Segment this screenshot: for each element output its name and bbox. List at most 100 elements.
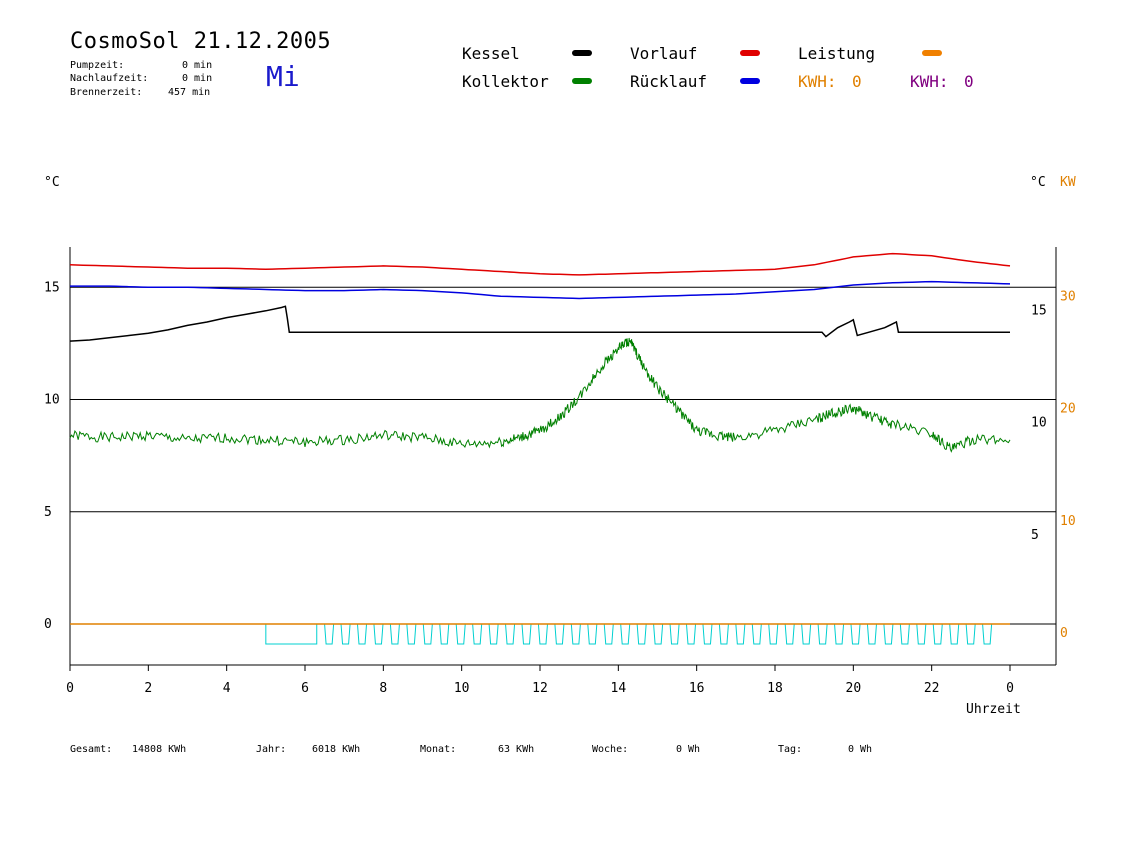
legend-leistung-label: Leistung xyxy=(798,44,876,63)
energy-summary: Gesamt: 14808 KWh Jahr: 6018 KWh Monat: … xyxy=(70,744,872,865)
kwh-label-orange: KWH: xyxy=(798,72,837,91)
pump-signal-pulse-32 xyxy=(850,623,861,645)
y-tick-right-c-0: 5 xyxy=(1031,528,1039,543)
summary-jahr-value: 6018 KWh xyxy=(312,744,361,755)
summary-jahr-label: Jahr: xyxy=(256,744,287,755)
legend-vorlauf-swatch xyxy=(740,50,760,56)
kwh-label-purple: KWH: xyxy=(910,72,949,91)
pump-signal-pulse-27 xyxy=(768,623,779,645)
pump-signal-pulse-21 xyxy=(669,623,680,645)
pump-signal-pulse-40 xyxy=(982,623,993,645)
pump-signal-pulse-31 xyxy=(834,623,845,645)
y-tick-left-2: 10 xyxy=(44,393,60,408)
pump-signal-pulse-30 xyxy=(817,623,828,645)
pump-signal-pulse-28 xyxy=(784,623,795,645)
x-tick-label-8: 16 xyxy=(689,681,705,696)
pump-signal-pulse-38 xyxy=(949,623,960,645)
legend-leistung-swatch xyxy=(922,50,942,56)
kwh-value-orange: 0 xyxy=(852,72,862,91)
legend-ruecklauf-label: Rücklauf xyxy=(630,72,708,91)
y-tick-left-1: 5 xyxy=(44,505,52,520)
pump-signal-pulse-2 xyxy=(356,623,368,645)
summary-woche-label: Woche: xyxy=(592,744,629,755)
summary-monat-label: Monat: xyxy=(420,744,457,755)
legend-kollektor-label: Kollektor xyxy=(462,72,549,91)
pump-signal-pulse-20 xyxy=(653,623,664,645)
pump-signal-pulse-34 xyxy=(883,623,894,645)
summary-tag-value: 0 Wh xyxy=(848,744,873,755)
x-axis-label: Uhrzeit xyxy=(966,702,1021,717)
pump-signal-pulse-18 xyxy=(620,623,631,645)
x-tick-label-7: 14 xyxy=(611,681,627,696)
pump-signal-pulse-10 xyxy=(488,623,499,645)
pumpzeit-label: Pumpzeit: xyxy=(70,60,125,71)
kwh-value-purple: 0 xyxy=(964,72,974,91)
y-tick-right-kw-2: 20 xyxy=(1060,402,1076,417)
summary-tag-label: Tag: xyxy=(778,744,803,755)
x-tick-label-3: 6 xyxy=(301,681,309,696)
x-tick-label-11: 22 xyxy=(924,681,940,696)
x-tick-label-0: 0 xyxy=(66,681,74,696)
pump-signal-pulse-19 xyxy=(636,623,647,645)
pump-signal-block-0 xyxy=(265,623,318,645)
y-tick-right-c-1: 10 xyxy=(1031,416,1047,431)
pump-signal-pulse-37 xyxy=(932,623,943,645)
x-tick-label-5: 10 xyxy=(454,681,470,696)
x-tick-label-1: 2 xyxy=(144,681,152,696)
x-tick-label-4: 8 xyxy=(379,681,387,696)
y-tick-right-kw-0: 0 xyxy=(1060,626,1068,641)
y-tick-left-3: 15 xyxy=(44,280,60,295)
summary-gesamt-value: 14808 KWh xyxy=(132,744,187,755)
pump-signal-pulse-25 xyxy=(735,623,746,645)
legend-vorlauf-label: Vorlauf xyxy=(630,44,698,63)
pump-signal-pulse-13 xyxy=(537,623,548,645)
pump-signal-pulse-4 xyxy=(389,623,400,645)
weekday-label: Mi xyxy=(266,60,300,93)
x-tick-label-2: 4 xyxy=(223,681,231,696)
y-tick-right-kw-3: 30 xyxy=(1060,289,1076,304)
left-unit-label: °C xyxy=(44,175,60,190)
y-tick-left-0: 0 xyxy=(44,617,52,632)
pump-signal-pulse-35 xyxy=(899,623,910,645)
x-tick-label-12: 0 xyxy=(1006,681,1014,696)
temperature-chart: 0 5 10 15 5 10 15 0 10 20 30 0 2 4 6 8 10 12 14 16 18 20 22 0 xyxy=(44,247,1076,696)
brennerzeit-value: 457 min xyxy=(168,87,211,98)
summary-gesamt-label: Gesamt: xyxy=(70,744,113,755)
pumpzeit-value: 0 min xyxy=(182,60,213,71)
series-line-ruecklauf xyxy=(70,280,1011,300)
pump-signal-pulse-22 xyxy=(685,623,697,645)
legend-ruecklauf-swatch xyxy=(740,78,760,84)
pump-signal-pulse-23 xyxy=(702,623,713,645)
pump-signal-pulse-9 xyxy=(472,623,483,645)
pump-signal-pulse-5 xyxy=(406,623,417,645)
pump-signal-pulse-0 xyxy=(324,623,335,645)
pump-signal-pulse-11 xyxy=(505,623,516,645)
series-line-vorlauf xyxy=(69,252,1011,276)
nachlaufzeit-value: 0 min xyxy=(182,73,213,84)
series-line-kessel xyxy=(69,305,1010,342)
legend-kessel-label: Kessel xyxy=(462,44,520,63)
pump-signal-pulse-3 xyxy=(373,623,384,645)
pump-signal-pulse-14 xyxy=(554,623,565,645)
x-tick-label-9: 18 xyxy=(767,681,783,696)
y-tick-right-kw-1: 10 xyxy=(1060,514,1076,529)
series-line-kollektor xyxy=(69,337,1011,453)
pump-signal-pulse-26 xyxy=(751,623,762,645)
pump-signal-pulse-16 xyxy=(587,623,598,645)
brennerzeit-label: Brennerzeit: xyxy=(70,87,143,98)
pump-signal-pulse-12 xyxy=(521,623,532,645)
pump-signal-pulse-29 xyxy=(801,623,812,645)
page-title: CosmoSol 21.12.2005 xyxy=(70,29,332,54)
legend-kollektor-swatch xyxy=(572,78,592,84)
pump-signal-pulse-15 xyxy=(570,623,581,645)
pump-signal-pulse-8 xyxy=(455,623,466,645)
y-tick-right-c-2: 15 xyxy=(1031,303,1047,318)
pump-signal-pulse-6 xyxy=(422,623,433,645)
pump-signal-pulse-33 xyxy=(866,623,877,645)
pump-signal-pulse-17 xyxy=(603,623,614,645)
pump-signal-pulse-1 xyxy=(340,623,351,645)
summary-woche-value: 0 Wh xyxy=(676,744,701,755)
x-tick-label-10: 20 xyxy=(846,681,862,696)
x-tick-label-6: 12 xyxy=(532,681,548,696)
pump-signal-pulse-36 xyxy=(916,623,927,645)
